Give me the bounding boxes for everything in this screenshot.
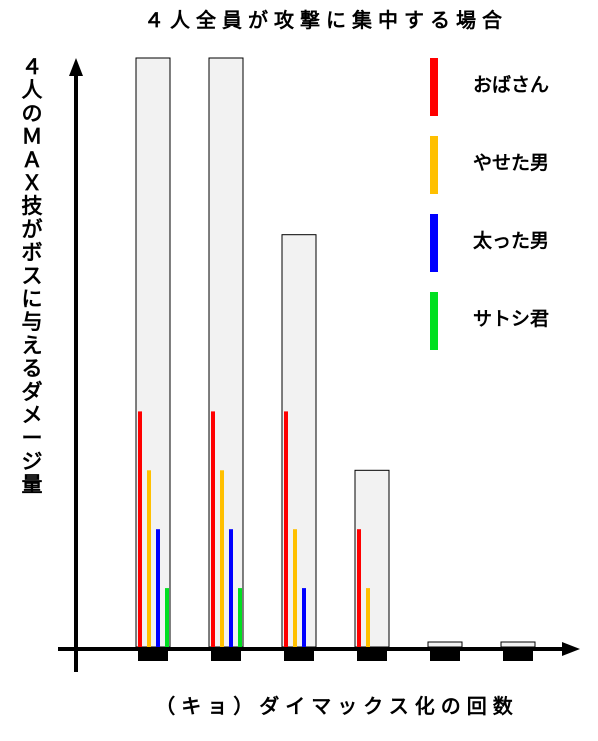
y-label-char: に — [22, 287, 43, 311]
y-label-char: 人 — [22, 78, 43, 102]
y-label-char: Ｍ — [22, 125, 43, 149]
series-bar — [357, 529, 361, 647]
series-bar — [147, 470, 151, 647]
axes — [58, 58, 580, 672]
y-label-char: の — [22, 101, 43, 125]
legend-swatch — [430, 136, 438, 194]
legend-swatch — [430, 214, 438, 272]
y-label-char: え — [22, 333, 43, 357]
x-tick-mark — [284, 650, 314, 661]
series-bar — [284, 411, 288, 647]
legend-label: サトシ君 — [473, 308, 549, 330]
y-label-char: Ａ — [22, 148, 43, 172]
series-bar — [366, 588, 370, 647]
y-label-char: 与 — [22, 310, 43, 334]
y-label-char: ダ — [22, 380, 43, 404]
total-bar — [500, 641, 536, 648]
series-bar — [156, 529, 160, 647]
x-ticks — [138, 650, 533, 661]
y-label-char: る — [22, 357, 43, 381]
legend-label: おばさん — [473, 74, 549, 96]
chart-title: ４人全員が攻撃に集中する場合 — [144, 8, 508, 32]
y-label-char: が — [22, 217, 43, 241]
x-axis-label: （キョ）ダイマックス化の回数 — [155, 694, 518, 718]
y-label-char: Ｘ — [22, 171, 43, 195]
series-bar — [138, 411, 142, 647]
series-bar — [211, 411, 215, 647]
y-label-char: メ — [22, 403, 43, 427]
y-label-char: ４ — [22, 55, 43, 79]
x-tick-mark — [138, 650, 168, 661]
y-axis-arrowhead — [69, 58, 83, 76]
legend-label: 太った男 — [473, 229, 549, 252]
x-tick-mark — [503, 650, 533, 661]
y-label-char: ジ — [22, 449, 43, 473]
x-tick-mark — [211, 650, 241, 661]
legend-swatch — [430, 292, 438, 350]
bars-group — [135, 57, 536, 648]
x-tick-mark — [357, 650, 387, 661]
x-tick-mark — [430, 650, 460, 661]
x-axis-arrowhead — [562, 642, 580, 656]
series-bar — [165, 588, 169, 647]
y-label-char: 技 — [22, 194, 44, 218]
legend-swatch — [430, 58, 438, 116]
total-bar — [427, 641, 463, 648]
y-label-char: ボ — [22, 241, 43, 265]
y-label-char: ス — [22, 264, 43, 288]
series-bar — [220, 470, 224, 647]
legend-label: やせた男 — [473, 152, 549, 174]
series-bar — [293, 529, 297, 647]
series-bar — [229, 529, 233, 647]
series-bar — [302, 588, 306, 647]
y-label-char: ー — [22, 426, 43, 450]
series-bar — [238, 588, 242, 647]
y-label-char: 量 — [22, 473, 43, 497]
